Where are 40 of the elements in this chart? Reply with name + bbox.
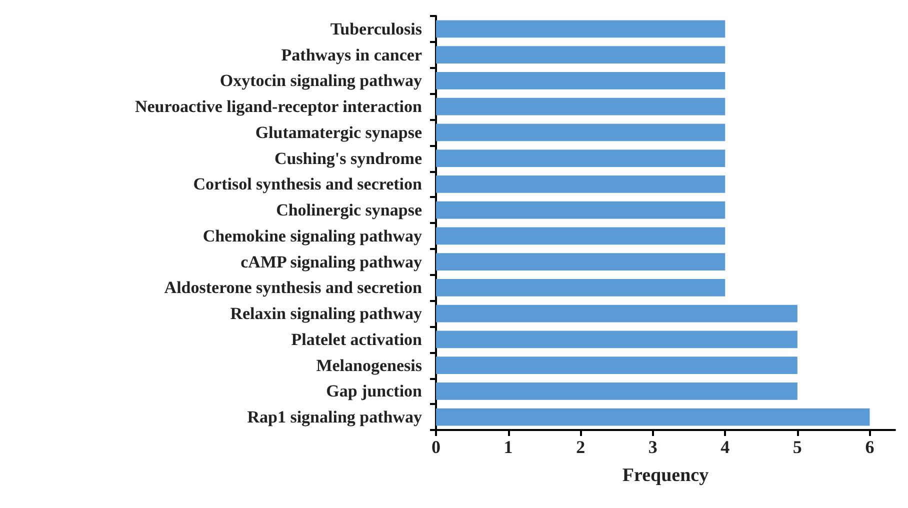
y-tick-label: Chemokine signaling pathway — [202, 226, 422, 246]
bar — [436, 176, 726, 193]
x-tick-label: 1 — [504, 437, 513, 457]
bar — [436, 46, 726, 64]
bar — [436, 72, 726, 90]
x-tick-label: 6 — [865, 437, 874, 457]
y-tick-label: Tuberculosis — [330, 19, 422, 38]
bar — [436, 201, 726, 219]
x-tick-label: 4 — [720, 437, 730, 457]
bar — [436, 253, 726, 270]
y-tick-label: Oxytocin signaling pathway — [220, 71, 422, 90]
x-tick-label: 2 — [576, 437, 586, 457]
y-tick-label: Melanogenesis — [316, 356, 422, 375]
x-tick-label: 3 — [648, 437, 658, 457]
y-tick-label: Glutamatergic synapse — [255, 122, 422, 142]
bar — [436, 330, 798, 348]
bar — [436, 408, 870, 426]
bar — [436, 304, 798, 322]
x-axis-title: Frequency — [622, 465, 710, 486]
y-tick-label: Pathways in cancer — [281, 45, 422, 64]
y-tick-label: Relaxin signaling pathway — [230, 304, 422, 324]
bar — [436, 382, 798, 400]
y-tick-label: Cortisol synthesis and secretion — [193, 174, 423, 194]
bar — [436, 356, 798, 374]
bar — [436, 150, 726, 167]
bar — [436, 98, 726, 116]
x-tick-label: 0 — [432, 437, 440, 457]
y-tick-label: Aldosterone synthesis and secretion — [164, 278, 423, 298]
bar — [436, 20, 726, 38]
y-tick-label: Rap1 signaling pathway — [247, 408, 422, 427]
y-tick-label: Gap junction — [326, 382, 423, 401]
bar — [436, 227, 726, 245]
y-tick-label: Cushing's syndrome — [274, 148, 422, 168]
y-tick-label: Platelet activation — [291, 330, 423, 349]
y-tick-label: cAMP signaling pathway — [240, 252, 422, 272]
y-tick-label: Cholinergic synapse — [276, 200, 422, 220]
bar — [436, 124, 726, 142]
bar — [436, 279, 726, 296]
y-tick-label: Neuroactive ligand-receptor interaction — [134, 97, 423, 116]
x-tick-label: 5 — [792, 437, 802, 457]
